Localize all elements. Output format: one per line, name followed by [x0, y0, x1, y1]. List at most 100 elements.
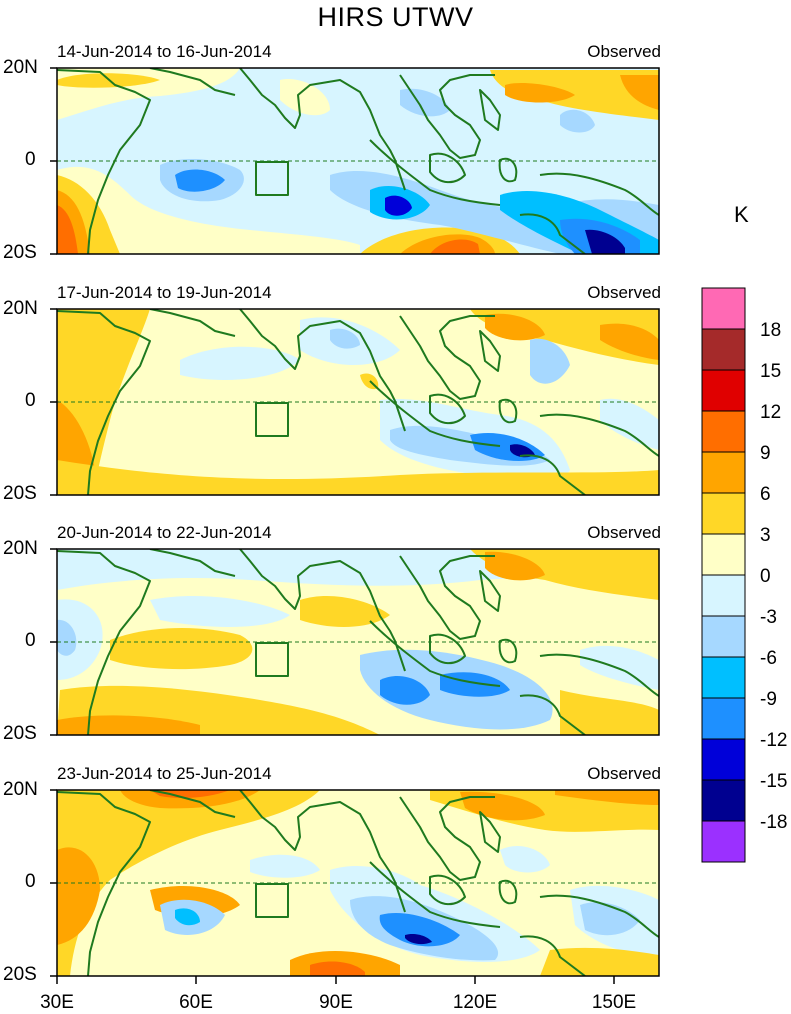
lat-label-0: 0 [25, 390, 36, 411]
lat-label-20n: 20N [3, 538, 38, 559]
coastline-sulawesi [498, 638, 518, 664]
colorbar-swatch [701, 533, 746, 576]
study-region-box [255, 402, 289, 437]
coastline-arabia [149, 790, 236, 818]
coastline-arabia [149, 309, 236, 337]
lat-label-0: 0 [25, 630, 36, 651]
coastline-new-guinea [539, 172, 659, 216]
coastline-indochina [399, 555, 495, 640]
colorbar-swatch [701, 697, 746, 740]
panel-2-label: Observed [587, 283, 661, 302]
coastline-arabia [149, 68, 236, 96]
colorbar-swatch [701, 656, 746, 699]
coastline-india-sea [239, 549, 406, 672]
coastline-africa [57, 69, 151, 254]
study-region-box [255, 642, 289, 677]
panel-4-date: 23-Jun-2014 to 25-Jun-2014 [57, 764, 272, 783]
coastline-africa [57, 310, 151, 495]
colorbar-label: 3 [760, 525, 771, 546]
study-region-box [255, 883, 289, 918]
lat-label-20n: 20N [3, 298, 38, 319]
colorbar-label: 15 [760, 361, 782, 382]
coastline-philippines [479, 89, 501, 131]
colorbar-swatch [701, 451, 746, 494]
coastline-new-guinea [539, 653, 659, 697]
lon-label-90e: 90E [319, 992, 353, 1013]
coastline-sulawesi [498, 879, 518, 905]
colorbar-label: 12 [760, 402, 782, 423]
coastline-indochina [399, 74, 495, 159]
panel-1-label: Observed [587, 42, 661, 61]
colorbar-swatch [701, 820, 746, 863]
colorbar-label: -9 [760, 689, 777, 710]
lon-label-120e: 120E [452, 992, 498, 1013]
lat-label-20s: 20S [3, 964, 37, 985]
lat-label-0: 0 [25, 149, 36, 170]
colorbar-label: -15 [760, 771, 788, 792]
study-region-box [255, 161, 289, 196]
coastline-sumatra-java [369, 139, 501, 206]
coastline-sulawesi [498, 157, 518, 183]
coastline-indochina [399, 796, 495, 881]
colorbar-label: 18 [760, 320, 782, 341]
coastline-australia [519, 213, 586, 254]
lat-label-20s: 20S [3, 242, 37, 263]
panel-3-date: 20-Jun-2014 to 22-Jun-2014 [57, 523, 272, 542]
coastline-new-guinea [539, 894, 659, 938]
axis-ticks [50, 67, 615, 984]
coastline-sumatra-java [369, 861, 501, 928]
colorbar-swatch [701, 410, 746, 453]
coastline-sumatra-java [369, 380, 501, 447]
coastline-philippines [479, 811, 501, 853]
coastline-arabia [149, 549, 236, 577]
coastline-philippines [479, 570, 501, 612]
coastline-philippines [479, 330, 501, 372]
colorbar-label: 0 [760, 566, 771, 587]
lat-label-20n: 20N [3, 779, 38, 800]
coastline-africa [57, 550, 151, 735]
lon-label-60e: 60E [179, 992, 213, 1013]
coastline-africa [57, 791, 151, 976]
coastline-borneo [429, 874, 466, 906]
colorbar-label: -12 [760, 730, 788, 751]
panel-3-label: Observed [587, 523, 661, 542]
coastline-sulawesi [498, 398, 518, 424]
lon-label-30e: 30E [40, 992, 74, 1013]
coastline-india-sea [239, 790, 406, 913]
coastline-india-sea [239, 68, 406, 191]
coastline-indochina [399, 315, 495, 400]
colorbar-label: -6 [760, 648, 777, 669]
lat-label-20s: 20S [3, 723, 37, 744]
panel-4-label: Observed [587, 764, 661, 783]
panel-2-date: 17-Jun-2014 to 19-Jun-2014 [57, 283, 272, 302]
colorbar-label: -3 [760, 607, 777, 628]
coastline-borneo [429, 633, 466, 665]
coastline-borneo [429, 152, 466, 184]
colorbar-swatch [701, 492, 746, 535]
coastline-borneo [429, 393, 466, 425]
coastline-india-sea [239, 309, 406, 432]
colorbar-swatch [701, 287, 746, 330]
colorbar-label: 9 [760, 443, 771, 464]
coastline-new-guinea [539, 413, 659, 457]
colorbar-label: 6 [760, 484, 771, 505]
figure-title: HIRS UTWV [317, 2, 474, 32]
lat-label-20n: 20N [3, 57, 38, 78]
panel-1-date: 14-Jun-2014 to 16-Jun-2014 [57, 42, 272, 61]
colorbar-swatch [701, 328, 746, 371]
colorbar-swatch [701, 369, 746, 412]
colorbar-swatch [701, 779, 746, 822]
colorbar-swatch [701, 615, 746, 658]
lat-label-0: 0 [25, 871, 36, 892]
coastline-australia [519, 694, 586, 735]
colorbar-swatch [701, 574, 746, 617]
colorbar-unit: K [734, 202, 749, 227]
lon-label-150e: 150E [591, 992, 637, 1013]
colorbar-swatch [701, 738, 746, 781]
colorbar [701, 287, 746, 863]
lat-label-20s: 20S [3, 483, 37, 504]
colorbar-label: -18 [760, 812, 788, 833]
coastline-australia [519, 454, 586, 495]
coastline-sumatra-java [369, 620, 501, 687]
